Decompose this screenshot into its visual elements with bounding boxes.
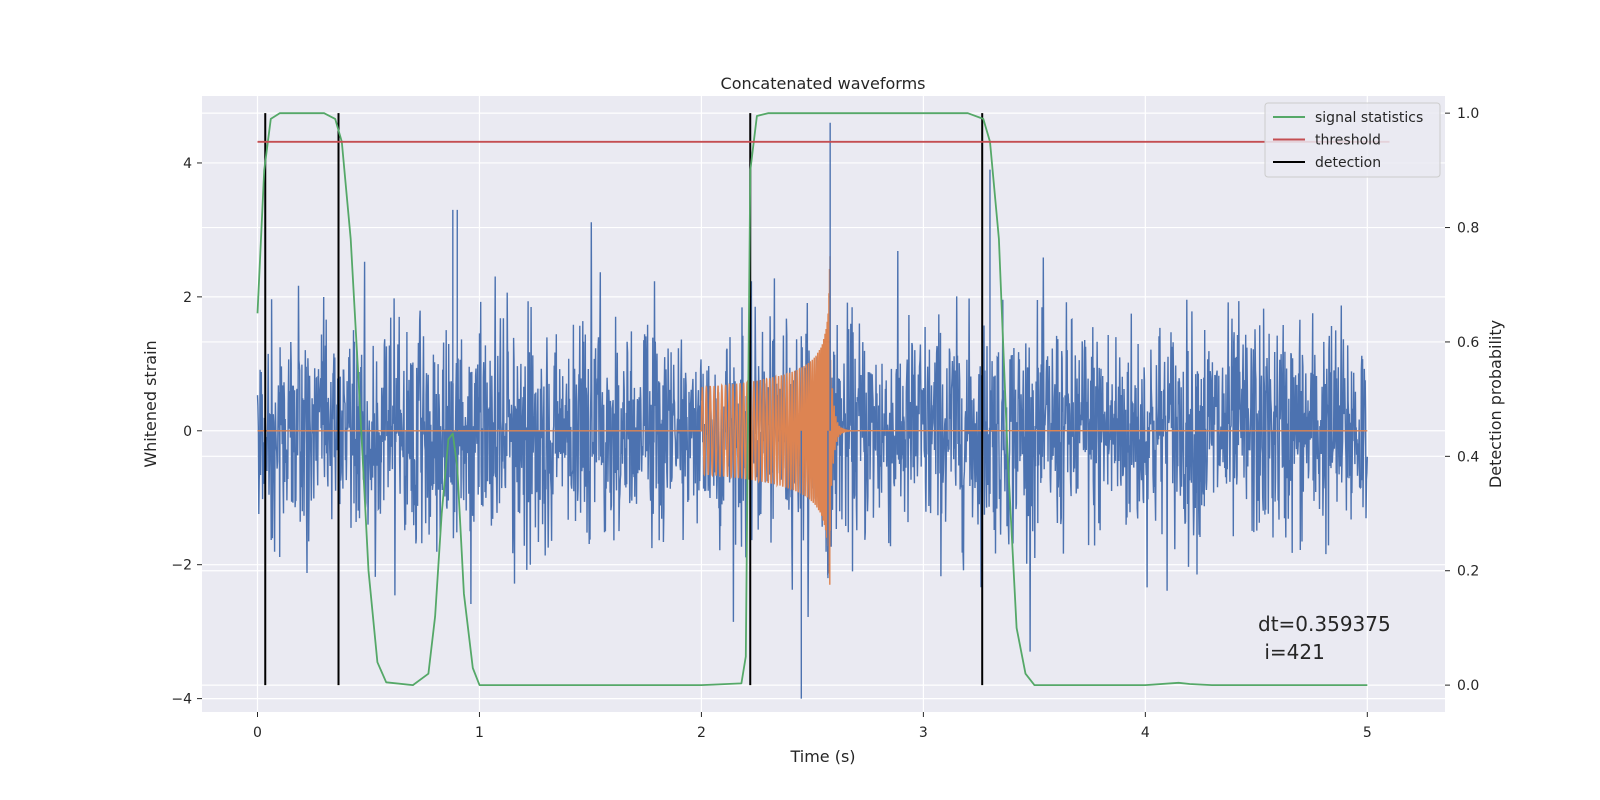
x-tick-label: 0	[253, 725, 262, 741]
axes: 0 1 2 3 4 5 −4 −2 0 2 4 0.0 0.2 0.4 0.6 0.8 1.0	[171, 106, 1479, 741]
y-tick-label: −2	[171, 558, 192, 574]
x-tick-label: 3	[919, 725, 928, 741]
x-tick-label: 5	[1363, 725, 1372, 741]
chart-title: Concatenated waveforms	[721, 74, 926, 93]
y-tick-label: −4	[171, 692, 192, 708]
y-tick-label: 0	[183, 424, 192, 440]
annotation-line: dt=0.359375	[1258, 612, 1391, 636]
legend-label: signal statistics	[1315, 110, 1423, 126]
y-axis-label: Whitened strain	[141, 340, 160, 467]
legend-label: detection	[1315, 155, 1381, 171]
legend-label: threshold	[1315, 133, 1381, 149]
y2-tick-label: 0.0	[1457, 678, 1479, 694]
injected-chirp-series	[257, 256, 1368, 585]
x-tick-label: 2	[697, 725, 706, 741]
y2-tick-label: 0.6	[1457, 335, 1479, 351]
data-layer	[256, 112, 1390, 699]
x-tick-label: 4	[1141, 725, 1150, 741]
x-axis-label: Time (s)	[789, 747, 855, 766]
y2-axis-label: Detection probability	[1486, 320, 1505, 488]
y2-tick-label: 0.2	[1457, 564, 1479, 580]
y2-tick-label: 0.8	[1457, 221, 1479, 237]
y-tick-label: 2	[183, 290, 192, 306]
y2-tick-label: 1.0	[1457, 106, 1479, 122]
x-tick-label: 1	[475, 725, 484, 741]
legend: signal statistics threshold detection	[1264, 102, 1441, 178]
annotation: dt=0.359375 i=421	[1258, 612, 1391, 664]
legend-box	[1264, 102, 1441, 178]
y-tick-label: 4	[183, 156, 192, 172]
y2-tick-label: 0.4	[1457, 449, 1479, 465]
annotation-line: i=421	[1258, 640, 1325, 664]
signal-statistics-series	[256, 112, 1368, 686]
